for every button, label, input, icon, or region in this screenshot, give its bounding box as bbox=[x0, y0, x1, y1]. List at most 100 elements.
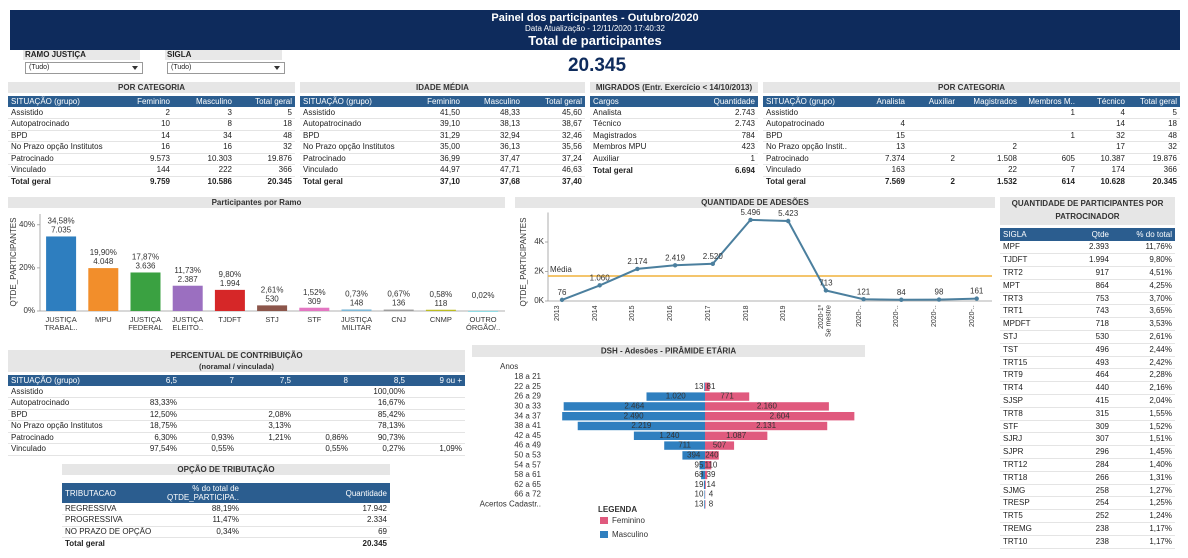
x-tick-label: JUSTIÇA TRABAL.. bbox=[44, 315, 78, 332]
table-cell: REGRESSIVA bbox=[62, 503, 157, 515]
pyramid-bar bbox=[705, 470, 708, 480]
table-cell: TRESP bbox=[1000, 496, 1062, 511]
category-header: Anos bbox=[500, 362, 518, 371]
table-cell: 0,55% bbox=[180, 443, 237, 456]
table-cell: 1,25% bbox=[1112, 496, 1175, 511]
table-cell: 296 bbox=[1062, 445, 1112, 460]
table-row: TRT9 464 2,28% bbox=[1000, 368, 1175, 383]
column-header: SITUAÇÃO (grupo) bbox=[8, 96, 113, 107]
y-tick-label: 34 a 37 bbox=[514, 411, 541, 420]
table-row: Autopatrocinado 4 14 18 bbox=[763, 118, 1180, 131]
x-tick-label: STF bbox=[307, 315, 322, 324]
table-cell: 16,67% bbox=[351, 397, 408, 410]
value-label: 10 bbox=[695, 490, 704, 499]
pyramid-bar bbox=[577, 421, 705, 431]
table-cell: TRT2 bbox=[1000, 266, 1062, 280]
data-table: TRIBUTACAO% do total de QTDE_PARTICIPA..… bbox=[62, 483, 390, 549]
table-cell bbox=[1020, 141, 1078, 154]
table-cell: Total geral bbox=[763, 175, 853, 188]
table-cell: 90,73% bbox=[351, 432, 408, 444]
table-cell: 37,24 bbox=[523, 153, 585, 165]
y-axis-label: QTDE_PARTICIPANTES bbox=[9, 218, 18, 307]
table-cell: 2,44% bbox=[1112, 343, 1175, 357]
column-header: % do total de QTDE_PARTICIPA.. bbox=[157, 483, 242, 503]
table-cell: 366 bbox=[1128, 164, 1180, 177]
table-cell: Patrocinado bbox=[300, 153, 405, 165]
value-label: 39 bbox=[707, 470, 716, 479]
value-label: 68 bbox=[695, 470, 704, 479]
table-cell bbox=[294, 409, 351, 421]
bar bbox=[46, 236, 77, 311]
table-row: Magistrados 784 bbox=[590, 130, 758, 142]
table-cell: 39,10 bbox=[405, 118, 463, 131]
table-cell: 4,51% bbox=[1112, 266, 1175, 280]
table-row: NO PRAZO DE OPÇÃO 0,34% 69 bbox=[62, 526, 390, 538]
table-cell bbox=[294, 397, 351, 410]
table-cell bbox=[408, 420, 465, 433]
table-cell: 48 bbox=[1128, 130, 1180, 142]
pyramid-bar bbox=[563, 402, 705, 411]
pyramid-bar bbox=[704, 500, 705, 509]
pyramid-bar bbox=[705, 402, 829, 411]
table-row: Total geral 6.694 bbox=[590, 164, 758, 176]
table-cell: TRT1 bbox=[1000, 304, 1062, 319]
table-cell: Autopatrocinado bbox=[8, 397, 123, 410]
table-cell: 1,51% bbox=[1112, 432, 1175, 447]
table-row: TRT2 917 4,51% bbox=[1000, 266, 1175, 280]
table-cell: 1,24% bbox=[1112, 509, 1175, 524]
pyramid-bar bbox=[562, 412, 705, 421]
table-row: Vinculado 44,97 47,71 46,63 bbox=[300, 164, 585, 177]
bar bbox=[468, 310, 499, 312]
x-tick-label: JUSTIÇA FEDERAL bbox=[128, 315, 163, 332]
table-row: TRT10 238 1,17% bbox=[1000, 535, 1175, 549]
table-row: BPD 12,50% 2,08% 85,42% bbox=[8, 409, 465, 421]
table-cell: 530 bbox=[1062, 330, 1112, 344]
column-header: Total geral bbox=[235, 96, 295, 107]
column-header: 7 bbox=[180, 375, 237, 386]
table-row: TRT12 284 1,40% bbox=[1000, 458, 1175, 472]
table-cell: 2 bbox=[958, 141, 1020, 154]
table-cell: 19.876 bbox=[235, 153, 295, 165]
column-header: SITUAÇÃO (grupo) bbox=[300, 96, 405, 107]
table-cell: 69 bbox=[242, 526, 390, 538]
table-cell: 3,70% bbox=[1112, 292, 1175, 306]
table-cell bbox=[408, 397, 465, 410]
table-cell: TRT3 bbox=[1000, 292, 1062, 306]
filter-dropdown[interactable]: (Tudo) bbox=[25, 62, 143, 74]
table-cell: 1,52% bbox=[1112, 420, 1175, 434]
table-cell: 46,63 bbox=[523, 164, 585, 177]
table-cell: 38,13 bbox=[463, 118, 523, 131]
table-cell: 88,19% bbox=[157, 503, 242, 515]
table-cell: Patrocinado bbox=[8, 153, 113, 165]
table-cell bbox=[908, 118, 958, 131]
filter-dropdown[interactable]: (Tudo) bbox=[167, 62, 285, 74]
column-header: Analista bbox=[853, 96, 908, 107]
legend-swatch bbox=[600, 531, 608, 538]
table-cell: 37,68 bbox=[463, 175, 523, 188]
table-cell: 100,00% bbox=[351, 386, 408, 398]
table-cell: PROGRESSIVA bbox=[62, 514, 157, 527]
filter-label: SIGLA bbox=[165, 50, 282, 60]
table-cell: 2,16% bbox=[1112, 381, 1175, 396]
table-cell: 12,50% bbox=[123, 409, 180, 421]
point bbox=[559, 297, 565, 303]
table-cell: Assistido bbox=[300, 107, 405, 119]
table-cell: 32,46 bbox=[523, 130, 585, 142]
panel-title: QUANTIDADE DE PARTICIPANTES POR PATROCIN… bbox=[1000, 197, 1175, 225]
table-cell: 163 bbox=[853, 164, 908, 177]
value-label: 771 bbox=[720, 392, 734, 401]
table-cell: 6,30% bbox=[123, 432, 180, 444]
table-row: STJ 530 2,61% bbox=[1000, 330, 1175, 344]
x-tick-label: 2020-.. bbox=[855, 305, 863, 327]
table-cell: 20.345 bbox=[235, 175, 295, 188]
table-cell: Total geral bbox=[590, 164, 685, 176]
value-label: 76 bbox=[558, 288, 567, 297]
y-tick-label: 26 a 29 bbox=[514, 392, 541, 401]
table-cell: Membros MPU bbox=[590, 141, 685, 154]
column-header: Auxiliar bbox=[908, 96, 958, 107]
value-label: 1.240 bbox=[659, 431, 680, 440]
x-tick-label: 2017 bbox=[704, 305, 712, 321]
column-header: 9 ou + bbox=[408, 375, 465, 386]
table-row: Técnico 2.743 bbox=[590, 118, 758, 131]
filter-label: RAMO JUSTIÇA bbox=[23, 50, 140, 60]
